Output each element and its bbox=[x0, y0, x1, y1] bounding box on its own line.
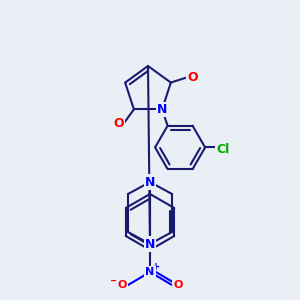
Text: O: O bbox=[173, 280, 183, 290]
Text: +: + bbox=[152, 262, 160, 272]
Text: N: N bbox=[146, 267, 154, 277]
Text: Cl: Cl bbox=[217, 143, 230, 156]
Text: N: N bbox=[157, 103, 167, 116]
Text: O: O bbox=[117, 280, 127, 290]
Text: O: O bbox=[113, 118, 124, 130]
Text: −: − bbox=[110, 276, 118, 286]
Text: O: O bbox=[188, 70, 198, 83]
Text: N: N bbox=[145, 238, 155, 250]
Text: N: N bbox=[145, 176, 155, 188]
